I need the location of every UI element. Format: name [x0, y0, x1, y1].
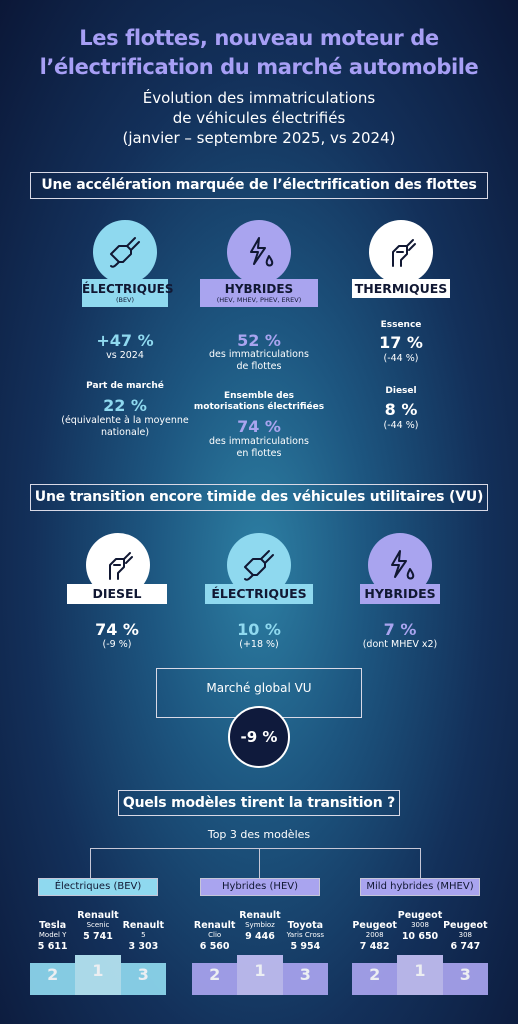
title-line-2: l’électrification du marché automobile [39, 55, 479, 79]
vu-hybrides-change: (dont MHEV x2) [362, 639, 438, 650]
podium-value: 5 741 [83, 931, 113, 942]
podium-brand: Renault [239, 910, 281, 921]
hybrides-share-text-line-1: des immatriculations [209, 349, 309, 360]
hybrides-share-value: 52 % [237, 331, 281, 350]
subtitle-line-2: de véhicules électrifiés [172, 109, 346, 127]
part-de-marche-text-line-2: nationale) [100, 427, 150, 438]
podium-brand: Tesla [39, 920, 67, 931]
section3-heading: Quels modèles tirent la transition ? [118, 790, 400, 816]
electriques-sublabel: (BEV) [115, 296, 135, 304]
vu-hybrides-label: HYBRIDES [360, 584, 440, 604]
podium-model: Symbioz [245, 921, 275, 929]
vu-diesel-label: DIESEL [67, 584, 167, 604]
subtitle-line-1: Évolution des immatriculations [142, 89, 376, 107]
podium-model: 5 [141, 931, 146, 939]
vu-diesel-value: 74 % [95, 620, 139, 639]
hybrides-share-text: des immatriculations de flottes [184, 349, 334, 373]
essence-change: (-44 %) [383, 353, 419, 364]
hybrides-share-text-line-2: de flottes [236, 361, 282, 372]
global-vu-value-badge: -9 % [228, 706, 290, 768]
electriques-growth-text: vs 2024 [106, 350, 144, 361]
podium-step-first: 1 [237, 955, 283, 995]
hybrides-label-text: HYBRIDES [224, 282, 294, 296]
podium-value: 5 611 [37, 941, 68, 952]
subtitle-line-3: (janvier – septembre 2025, vs 2024) [122, 129, 396, 147]
part-de-marche-value: 22 % [103, 396, 147, 415]
podium-group-label: Mild hybrides (MHEV) [360, 878, 480, 896]
page-subtitle: Évolution des immatriculations de véhicu… [0, 88, 518, 148]
section1-heading: Une accélération marquée de l’électrific… [30, 172, 488, 199]
diesel-change: (-44 %) [383, 420, 419, 431]
vu-electriques-change: (+18 %) [239, 639, 279, 650]
ensemble-title-line-2: motorisations électrifiées [193, 402, 325, 412]
podium-step-second: 2 [352, 963, 398, 995]
vu-electriques-value: 10 % [237, 620, 281, 639]
podium-value: 6 560 [199, 941, 230, 952]
ensemble-text-line-1: des immatriculations [209, 436, 309, 447]
section2-heading: Une transition encore timide des véhicul… [30, 484, 488, 511]
podium-step-first: 1 [397, 955, 443, 995]
podium-model: 3008 [411, 921, 429, 929]
hybrides-label: HYBRIDES (HEV, MHEV, PHEV, EREV) [200, 279, 318, 307]
electriques-growth-value: +47 % [96, 331, 154, 350]
fuel-nozzle-icon [369, 220, 433, 284]
ensemble-text: des immatriculations en flottes [184, 436, 334, 460]
podium-value: 6 747 [450, 941, 481, 952]
podium-model: Yaris Cross [286, 931, 325, 939]
podium-model: 308 [458, 931, 472, 939]
podium-model: Model Y [38, 931, 67, 939]
vu-hybrides-value: 7 % [383, 620, 417, 639]
page-title: Les flottes, nouveau moteur de l’électri… [0, 24, 518, 82]
podium-model: Scenic [86, 921, 110, 929]
essence-value: 17 % [379, 333, 423, 352]
podium-value: 7 482 [359, 941, 390, 952]
ensemble-title: Ensemble des motorisations électrifiées [179, 391, 339, 413]
podium-group-label: Hybrides (HEV) [200, 878, 320, 896]
podium-brand: Peugeot [397, 910, 443, 921]
essence-title: Essence [380, 320, 422, 330]
connector-right [420, 848, 421, 878]
connector-left [90, 848, 91, 878]
podium-brand: Peugeot [443, 920, 488, 931]
electriques-label: ÉLECTRIQUES (BEV) [82, 279, 174, 307]
vu-electriques-label: ÉLECTRIQUES [205, 584, 313, 604]
ev-charger-plug-icon [93, 220, 157, 284]
podium-step-third: 3 [120, 963, 166, 995]
ensemble-title-line-1: Ensemble des [223, 391, 295, 401]
global-vu-label: Marché global VU [206, 681, 312, 695]
podium-model: 2008 [365, 931, 384, 939]
part-de-marche-text: (équivalente à la moyenne nationale) [40, 415, 210, 439]
podium-brand: Peugeot [352, 920, 397, 931]
vu-diesel-change: (-9 %) [102, 639, 132, 650]
diesel-title: Diesel [385, 386, 417, 396]
part-de-marche-title: Part de marché [86, 381, 164, 391]
diesel-value: 8 % [384, 400, 418, 419]
hybrides-sublabel: (HEV, MHEV, PHEV, EREV) [216, 296, 302, 304]
ensemble-text-line-2: en flottes [236, 448, 282, 459]
ensemble-value: 74 % [237, 417, 281, 436]
podium-brand: Toyota [287, 920, 324, 931]
podium-step-third: 3 [282, 963, 328, 995]
hybrid-lightning-drop-icon [227, 220, 291, 284]
part-de-marche-text-line-1: (équivalente à la moyenne [61, 415, 189, 426]
podium-step-second: 2 [30, 963, 76, 995]
podium-value: 3 303 [128, 941, 159, 952]
podium-step-second: 2 [192, 963, 238, 995]
podium-value: 9 446 [245, 931, 275, 942]
podium-brand: Renault [122, 920, 165, 931]
podium-brand: Renault [193, 920, 236, 931]
title-line-1: Les flottes, nouveau moteur de [79, 26, 439, 50]
connector-middle [259, 848, 260, 878]
connector-horizontal [90, 848, 420, 849]
electriques-label-text: ÉLECTRIQUES [82, 282, 174, 296]
podium-step-first: 1 [75, 955, 121, 995]
thermiques-label: THERMIQUES [352, 279, 450, 298]
podium-value: 10 650 [401, 931, 439, 942]
section3-subheading: Top 3 des modèles [207, 828, 311, 841]
podium-model: Clio [208, 931, 222, 939]
podium-value: 5 954 [290, 941, 321, 952]
podium-group-label: Électriques (BEV) [38, 878, 158, 896]
podium-step-third: 3 [442, 963, 488, 995]
podium-brand: Renault [77, 910, 119, 921]
